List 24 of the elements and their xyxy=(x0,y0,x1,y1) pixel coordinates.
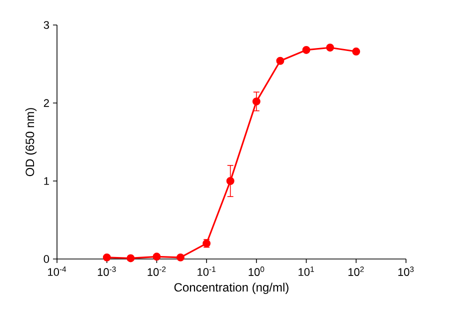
point xyxy=(252,97,260,106)
y-tick-label: 3 xyxy=(44,21,49,29)
x-tick-label: 10$^{1}$ xyxy=(298,266,314,276)
y-tick-label: 1 xyxy=(44,177,49,185)
point xyxy=(226,177,234,185)
y-tick-label: 0 xyxy=(44,255,50,263)
point xyxy=(152,252,161,261)
x-tick-label: 10$^{-4}$ xyxy=(48,266,66,276)
x-tick-label: 10$^{2}$ xyxy=(348,266,364,276)
point xyxy=(302,46,310,54)
x-tick-label: 10$^{-2}$ xyxy=(148,266,166,276)
point xyxy=(102,253,111,262)
y-axis-title: OD (650 nm) xyxy=(25,108,37,176)
x-tick-label: 10$^{-3}$ xyxy=(98,266,116,276)
x-tick-label: 10$^{-1}$ xyxy=(198,266,216,276)
y-tick-label: 2 xyxy=(44,99,49,107)
x-tick-label: 10$^{3}$ xyxy=(398,266,414,276)
point xyxy=(276,56,284,65)
point xyxy=(176,253,184,262)
point xyxy=(352,48,360,56)
x-tick-label: 10$^{0}$ xyxy=(248,266,264,276)
x-axis-title: Concentration (ng/ml) xyxy=(174,282,288,294)
point xyxy=(326,44,334,52)
point xyxy=(126,254,135,262)
